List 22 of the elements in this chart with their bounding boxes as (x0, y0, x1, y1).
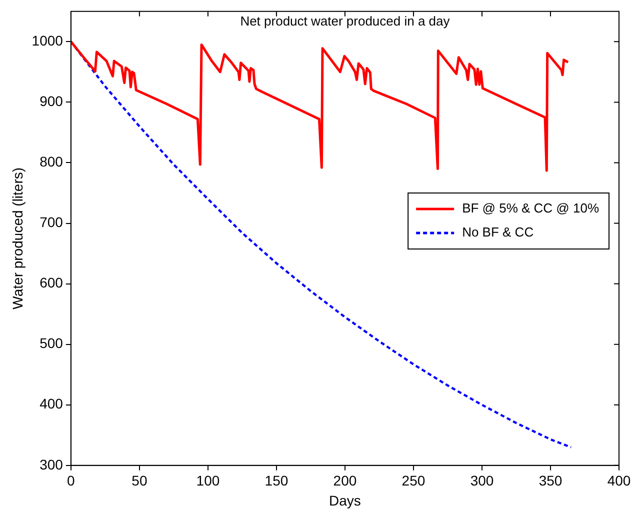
x-axis-title: Days (329, 492, 361, 508)
x-tick-label: 50 (132, 472, 148, 489)
x-tick-label: 400 (607, 472, 631, 489)
x-tick-label: 100 (196, 472, 220, 489)
legend-label: No BF & CC (462, 224, 534, 240)
y-tick-label: 600 (40, 274, 64, 291)
chart-title: Net product water produced in a day (240, 13, 450, 28)
y-tick-label: 800 (40, 154, 64, 170)
y-tick-label: 300 (40, 456, 64, 472)
y-tick-label: 700 (40, 214, 64, 230)
y-axis-title: Water produced (liters) (9, 167, 26, 310)
x-tick-label: 200 (333, 472, 357, 489)
y-tick-label: 500 (40, 335, 64, 352)
legend-label: BF @ 5% & CC @ 10% (462, 200, 600, 216)
y-tick-label: 400 (40, 396, 64, 412)
x-tick-label: 300 (470, 472, 494, 489)
x-tick-label: 0 (67, 472, 76, 489)
x-tick-label: 250 (402, 472, 426, 489)
y-tick-label: 1000 (32, 32, 64, 49)
x-tick-label: 150 (264, 472, 288, 489)
x-tick-label: 350 (538, 472, 562, 489)
y-tick-label: 900 (40, 93, 64, 110)
